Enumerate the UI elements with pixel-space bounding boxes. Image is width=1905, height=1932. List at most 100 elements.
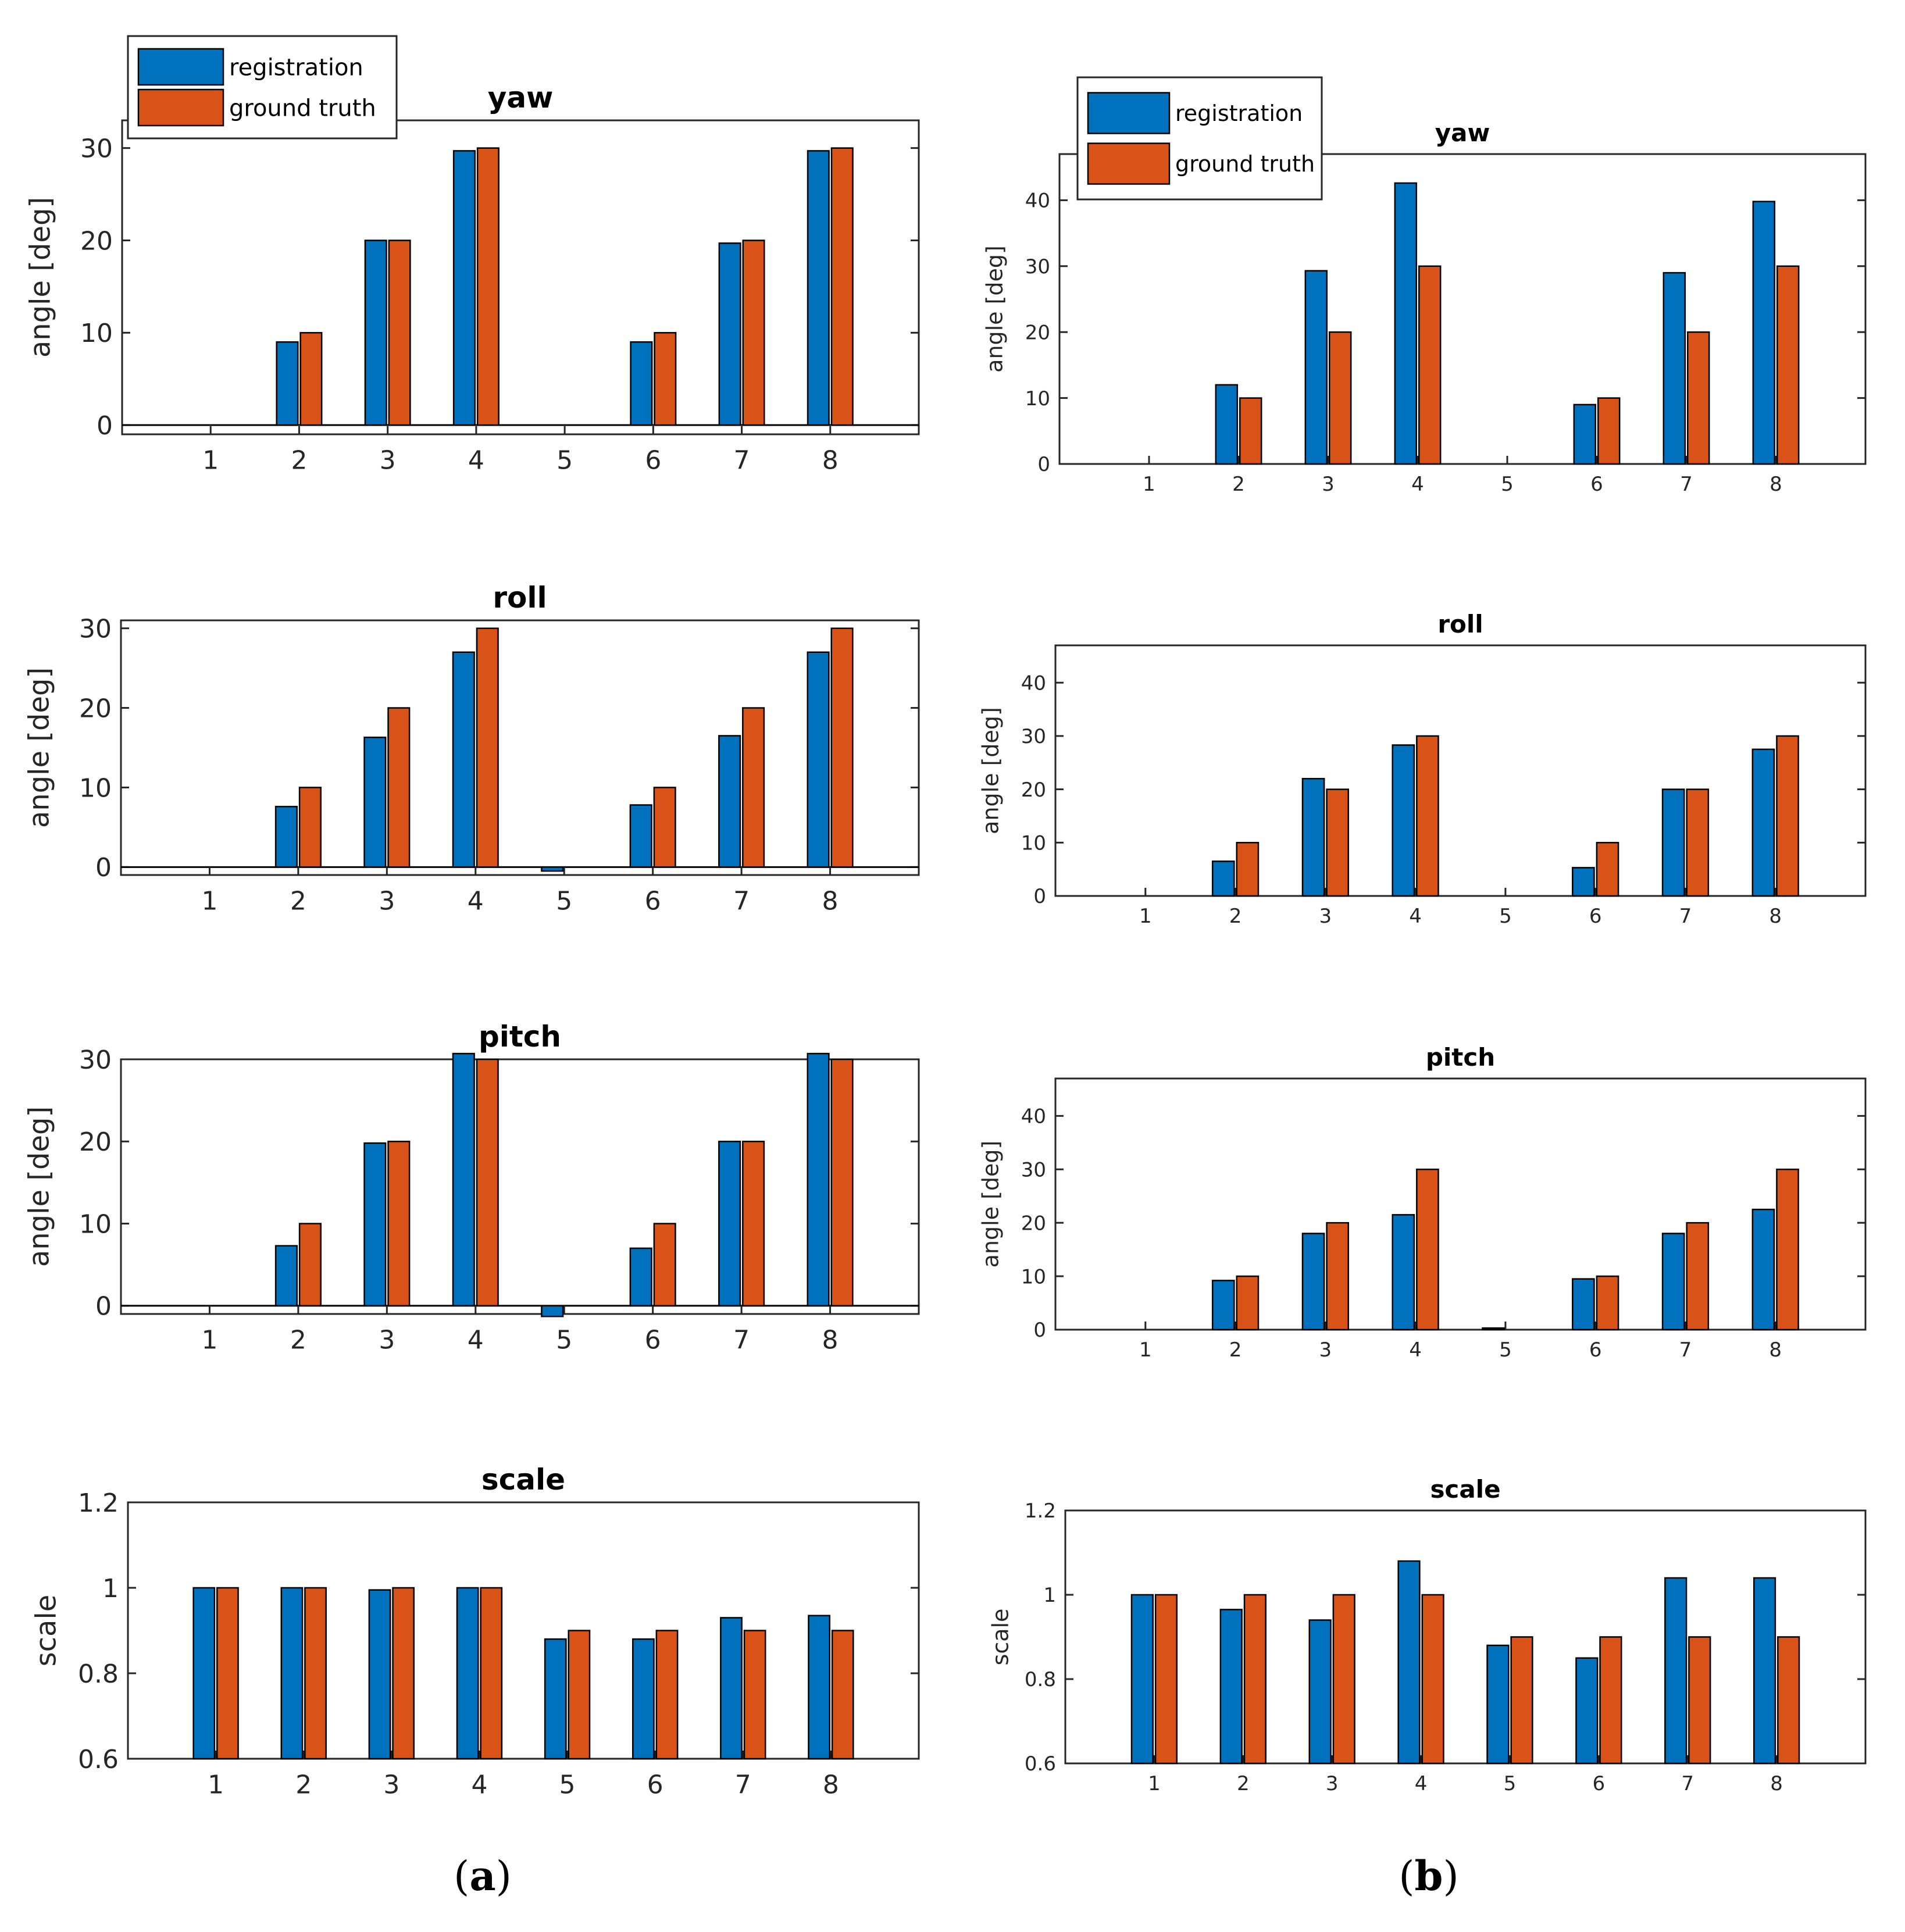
bar-registration-2 [1219, 1609, 1243, 1765]
bar-registration-3 [1304, 270, 1328, 465]
x-tick-label: 7 [1680, 473, 1693, 496]
chart-title: roll [493, 581, 547, 615]
y-tick-label: 0.8 [78, 1659, 119, 1689]
x-tick-label: 4 [468, 445, 484, 475]
legend: registration ground truth [1076, 76, 1323, 201]
bar-ground-truth-7 [742, 707, 765, 868]
bar-registration-5 [541, 1305, 564, 1317]
bar-registration-5 [541, 866, 564, 872]
bar-ground-truth-2 [1236, 1275, 1260, 1331]
legend: registration ground truth [127, 35, 398, 140]
x-tick-label: 8 [1770, 1772, 1783, 1795]
bar-registration-3 [1301, 778, 1325, 897]
y-tick-label: 10 [79, 773, 112, 803]
bar-ground-truth-3 [1328, 331, 1352, 465]
legend-swatch-ground-truth [1087, 142, 1171, 185]
x-tick-label: 7 [733, 1325, 750, 1355]
x-tick-label: 1 [1143, 473, 1155, 496]
x-tick-label: 5 [1499, 1338, 1512, 1362]
bar-ground-truth-4 [1416, 1169, 1439, 1331]
x-tick-label: 5 [556, 886, 572, 916]
y-axis-label: angle [deg] [978, 707, 1004, 834]
x-tick-label: 2 [295, 1770, 312, 1799]
x-tick-label: 8 [1769, 1338, 1782, 1362]
bar-ground-truth-6 [653, 787, 676, 868]
x-tick-label: 4 [468, 886, 484, 916]
y-tick-label: 40 [1021, 672, 1046, 695]
bar-ground-truth-8 [1776, 1169, 1799, 1331]
bar-ground-truth-7 [1688, 1636, 1711, 1765]
bar-ground-truth-8 [830, 147, 854, 426]
bar-ground-truth-4 [476, 1058, 499, 1307]
x-tick-label: 4 [1409, 1338, 1422, 1362]
bar-registration-3 [364, 240, 387, 426]
y-tick-label: 0 [1037, 453, 1050, 476]
x-tick-label: 1 [1148, 1772, 1161, 1795]
bar-ground-truth-2 [298, 1223, 322, 1307]
y-tick-label: 10 [1021, 1265, 1046, 1288]
bar-registration-8 [807, 1052, 830, 1307]
bar-registration-7 [718, 1141, 741, 1307]
bar-ground-truth-7 [1686, 1222, 1710, 1331]
bar-registration-7 [718, 735, 741, 868]
chart-title: pitch [479, 1020, 561, 1054]
bar-registration-7 [1661, 788, 1685, 897]
x-tick-label: 5 [559, 1770, 576, 1799]
legend-label-registration: registration [1175, 101, 1303, 126]
y-tick-label: 1 [1043, 1584, 1056, 1607]
x-tick-label: 7 [1679, 1338, 1692, 1362]
panel-label-a: (a) [454, 1852, 512, 1900]
bar-ground-truth-3 [387, 707, 411, 868]
x-tick-label: 1 [1139, 905, 1152, 928]
y-tick-label: 0.6 [78, 1745, 119, 1774]
axes-box [127, 1501, 920, 1760]
x-tick-label: 2 [1232, 473, 1245, 496]
bar-ground-truth-4 [1418, 265, 1442, 465]
x-tick-label: 1 [201, 886, 217, 916]
bar-ground-truth-3 [388, 240, 411, 426]
y-tick-label: 10 [1025, 387, 1050, 410]
bar-registration-2 [276, 341, 299, 426]
bar-registration-5 [544, 1638, 567, 1760]
bar-registration-2 [1211, 860, 1235, 897]
bar-ground-truth-3 [1326, 788, 1349, 897]
bar-registration-4 [452, 1052, 475, 1307]
x-tick-label: 4 [1411, 473, 1424, 496]
axes-box [1054, 1077, 1867, 1331]
bar-ground-truth-5 [1510, 1636, 1533, 1765]
legend-swatch-ground-truth [137, 88, 224, 127]
legend-label-ground-truth: ground truth [1175, 151, 1315, 177]
bar-ground-truth-4 [1421, 1594, 1444, 1765]
x-tick-label: 4 [1415, 1772, 1428, 1795]
bar-registration-6 [632, 1638, 655, 1760]
y-tick-label: 40 [1021, 1105, 1046, 1129]
bar-registration-6 [630, 341, 653, 426]
bar-ground-truth-7 [1686, 788, 1710, 897]
y-tick-label: 1.2 [1025, 1499, 1056, 1523]
x-tick-label: 7 [733, 886, 750, 916]
bar-ground-truth-6 [1599, 1636, 1622, 1765]
bar-registration-5 [1486, 1644, 1510, 1765]
y-tick-label: 30 [1021, 1158, 1046, 1181]
bar-ground-truth-8 [1776, 735, 1799, 897]
y-tick-label: 20 [1025, 321, 1050, 344]
bar-registration-7 [718, 242, 741, 426]
bar-registration-6 [1572, 867, 1595, 897]
x-tick-label: 8 [822, 1325, 839, 1355]
y-tick-label: 0 [97, 411, 113, 441]
bar-ground-truth-2 [298, 787, 322, 868]
bar-registration-6 [1573, 403, 1597, 465]
legend-swatch-registration [1087, 92, 1171, 134]
bar-ground-truth-7 [1686, 331, 1710, 465]
bar-registration-4 [1394, 182, 1418, 465]
x-tick-label: 2 [290, 886, 306, 916]
bar-ground-truth-3 [1332, 1594, 1355, 1765]
y-axis-label: angle [deg] [23, 1106, 56, 1267]
chart-title: scale [1430, 1475, 1500, 1504]
bar-ground-truth-4 [1416, 735, 1439, 897]
x-tick-label: 8 [1769, 905, 1782, 928]
bar-registration-7 [720, 1617, 743, 1760]
bar-registration-2 [1211, 1280, 1235, 1331]
bar-ground-truth-8 [831, 1630, 854, 1760]
